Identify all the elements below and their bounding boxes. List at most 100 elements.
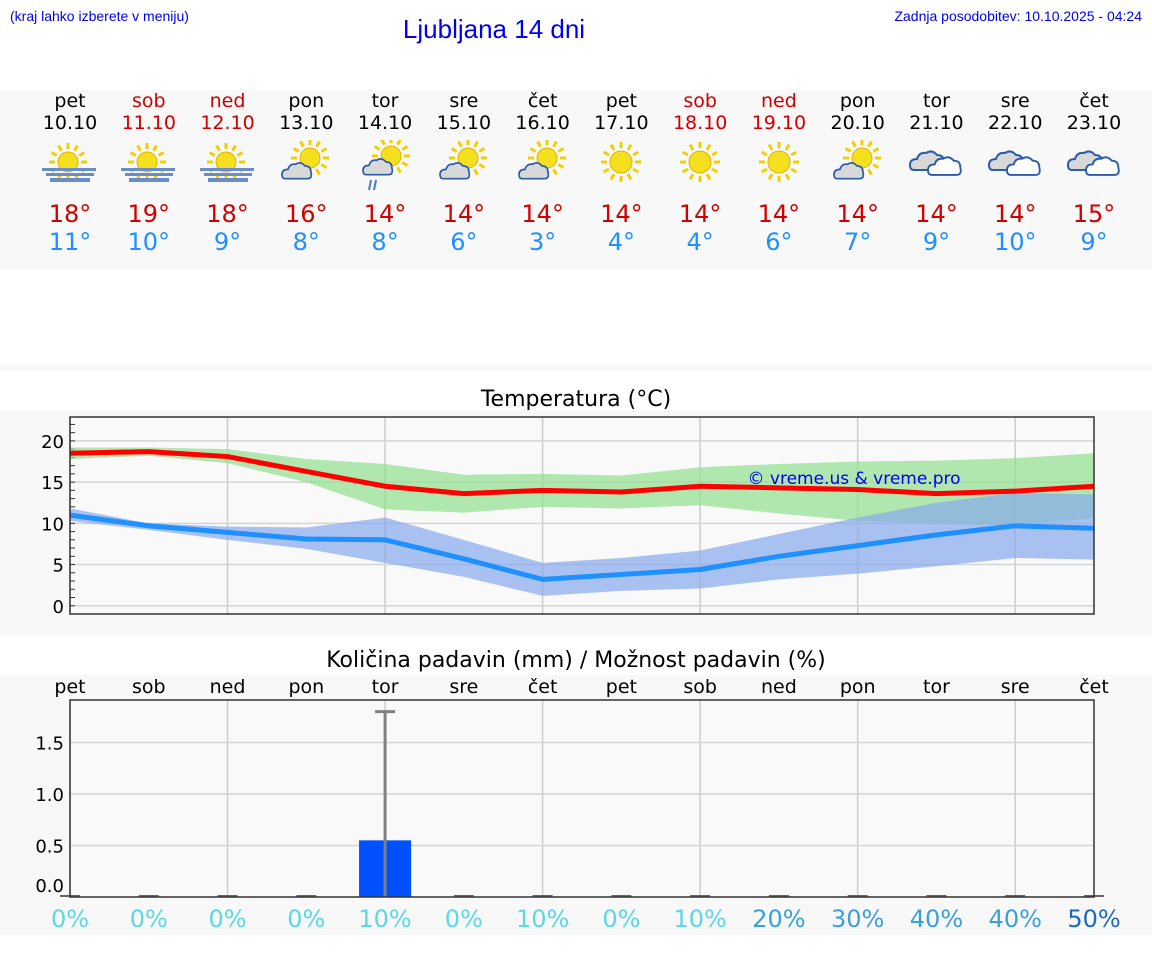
probability-label: 0%: [208, 905, 246, 933]
divider: [0, 365, 1152, 370]
min-temp: 8°: [371, 228, 399, 256]
day-name: sre: [1000, 90, 1030, 112]
min-temp: 4°: [686, 228, 714, 256]
watermark: © vreme.us & vreme.pro: [747, 469, 960, 489]
day-date: 13.10: [279, 112, 334, 134]
day-date: 23.10: [1066, 112, 1122, 134]
min-temp: 10°: [127, 228, 171, 256]
probability-label: 10%: [673, 905, 726, 933]
day-name: sob: [683, 90, 717, 112]
sun-icon: [758, 142, 799, 182]
sun-icon: [601, 142, 642, 182]
cloudy-icon: [1066, 150, 1120, 176]
min-temp: 10°: [993, 228, 1037, 256]
probability-label: 0%: [130, 905, 168, 933]
day-label: pet: [606, 676, 637, 698]
temperature-chart-title: Temperatura (°C): [480, 387, 672, 412]
forecast-strip: pet 10.10 18° 11° sob 11.10 19° 10° ned 12…: [0, 90, 1152, 270]
min-temp: 6°: [450, 228, 478, 256]
day-label: pon: [840, 676, 876, 698]
day-label: sre: [1001, 676, 1030, 698]
day-date: 16.10: [515, 112, 570, 134]
day-name: sre: [449, 90, 479, 112]
probability-label: 10%: [516, 905, 569, 933]
max-temp: 14°: [915, 200, 958, 228]
forecast-day: sre 15.10 14° 6°: [424, 90, 504, 256]
plot-area: [70, 700, 1094, 897]
day-date: 11.10: [121, 112, 176, 134]
day-date: 15.10: [436, 112, 492, 134]
day-label: ned: [761, 676, 797, 698]
forecast-day: pon 13.10 16° 8°: [266, 90, 346, 256]
page-title: Ljubljana 14 dni: [402, 14, 586, 44]
y-tick-label: 5: [53, 556, 64, 577]
forecast-day: pon 20.10 14° 7°: [818, 90, 898, 256]
max-temp-line: [69, 449, 1095, 497]
max-temp: 18°: [206, 200, 249, 228]
max-temp: 14°: [678, 200, 722, 228]
probability-label: 40%: [989, 905, 1042, 933]
day-date: 19.10: [751, 112, 807, 134]
forecast-day: tor 14.10 14° 8°: [345, 90, 425, 256]
day-date: 14.10: [357, 112, 413, 134]
probability-label: 30%: [831, 905, 884, 933]
plot-frame: [69, 699, 1095, 898]
y-tick-label: 0.5: [35, 837, 64, 858]
min-temp: 8°: [292, 228, 320, 256]
max-temp: 15°: [1072, 200, 1116, 228]
cloudy-icon: [988, 150, 1041, 176]
max-temp: 18°: [48, 200, 92, 228]
day-name: pet: [605, 90, 637, 112]
day-name: ned: [761, 90, 797, 112]
last-update: Zadnja posodobitev: 10.10.2025 - 04:24: [894, 8, 1142, 24]
max-temp: 14°: [993, 200, 1037, 228]
forecast-day: sob 18.10 14° 4°: [660, 90, 740, 256]
precipitation-chart-title: Količina padavin (mm) / Možnost padavin …: [326, 648, 826, 673]
forecast-day: pet 17.10 14° 4°: [581, 90, 661, 256]
day-date: 17.10: [594, 112, 649, 134]
day-label: pon: [288, 676, 324, 698]
probability-label: 40%: [910, 905, 963, 933]
temperature-band-0: [70, 447, 1094, 525]
day-name: pet: [54, 90, 86, 112]
max-temp: 16°: [285, 200, 328, 228]
min-temp: 9°: [922, 228, 951, 256]
min-temp: 9°: [1080, 228, 1108, 256]
day-label: čet: [1079, 676, 1109, 698]
cloudy-icon: [909, 150, 963, 176]
day-name: čet: [1079, 90, 1109, 112]
day-date: 10.10: [42, 112, 98, 134]
min-temp: 4°: [607, 228, 636, 256]
forecast-day: ned 19.10 14° 6°: [739, 90, 819, 256]
y-tick-label: 1.0: [35, 785, 64, 806]
day-label: sob: [132, 676, 166, 698]
day-label: sob: [683, 676, 717, 698]
min-temp: 3°: [528, 228, 557, 256]
day-label: čet: [528, 676, 558, 698]
max-temp: 14°: [521, 200, 564, 228]
forecast-day: čet 16.10 14° 3°: [503, 90, 583, 256]
day-label: tor: [923, 676, 950, 698]
max-temp: 14°: [363, 200, 407, 228]
day-label: tor: [372, 676, 399, 698]
forecast-day: sre 22.10 14° 10°: [975, 90, 1055, 256]
day-name: pon: [839, 90, 876, 112]
partly-cloudy-icon: [832, 140, 881, 180]
min-temp: 7°: [844, 228, 872, 256]
day-name: čet: [527, 90, 558, 112]
forecast-day: pet 10.10 18° 11°: [30, 90, 110, 256]
day-label: ned: [210, 676, 246, 698]
min-temp: 11°: [48, 228, 92, 256]
max-temp: 14°: [836, 200, 879, 228]
probability-label: 0%: [51, 905, 89, 933]
fog-sun-icon: [199, 143, 254, 182]
fog-sun-icon: [120, 143, 175, 182]
day-name: tor: [371, 90, 399, 112]
day-date: 18.10: [672, 112, 728, 134]
day-name: tor: [923, 90, 950, 112]
probability-label: 10%: [358, 905, 411, 933]
probability-label: 0%: [602, 905, 640, 933]
min-temp-line: [69, 512, 1095, 582]
day-date: 20.10: [830, 112, 885, 134]
